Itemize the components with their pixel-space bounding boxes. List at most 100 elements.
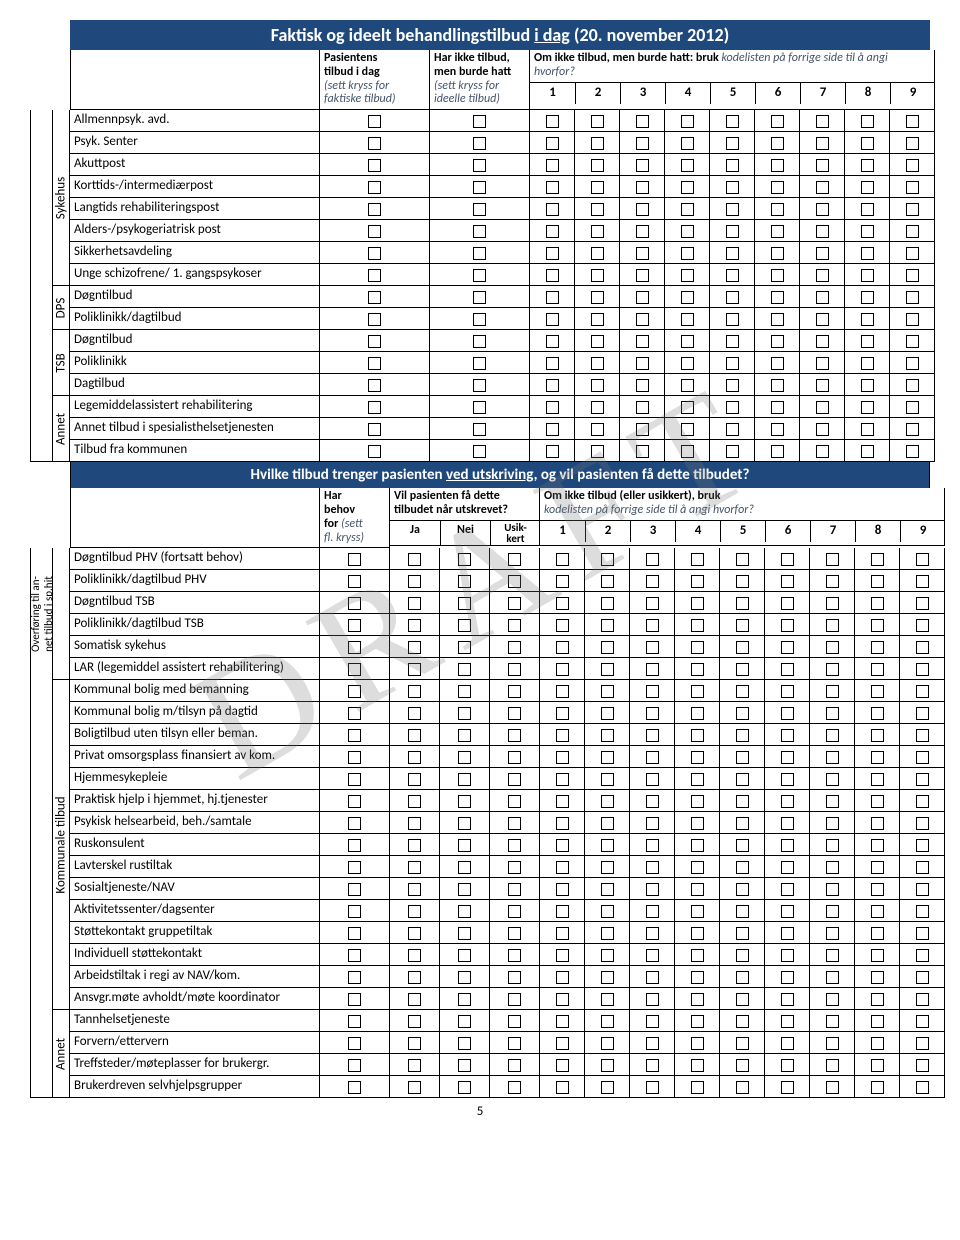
checkbox-cell[interactable] [440,944,490,966]
checkbox-cell[interactable] [845,110,890,132]
checkbox-cell[interactable] [630,746,675,768]
checkbox-cell[interactable] [585,702,630,724]
checkbox-cell[interactable] [675,1032,720,1054]
checkbox-cell[interactable] [630,570,675,592]
checkbox-cell[interactable] [900,966,945,988]
checkbox-cell[interactable] [490,922,540,944]
checkbox-cell[interactable] [810,1032,855,1054]
checkbox-cell[interactable] [800,418,845,440]
checkbox-cell[interactable] [675,592,720,614]
checkbox-cell[interactable] [390,658,440,680]
checkbox-cell[interactable] [855,790,900,812]
checkbox-cell[interactable] [540,658,585,680]
checkbox-cell[interactable] [630,768,675,790]
checkbox-cell[interactable] [765,746,810,768]
checkbox-cell[interactable] [620,110,665,132]
checkbox-cell[interactable] [810,592,855,614]
checkbox-cell[interactable] [845,330,890,352]
checkbox-cell[interactable] [890,374,935,396]
checkbox-cell[interactable] [530,352,575,374]
checkbox-cell[interactable] [800,440,845,462]
checkbox-cell[interactable] [390,702,440,724]
checkbox-cell[interactable] [630,966,675,988]
checkbox-cell[interactable] [320,418,430,440]
checkbox-cell[interactable] [430,440,530,462]
checkbox-cell[interactable] [440,636,490,658]
checkbox-cell[interactable] [890,352,935,374]
checkbox-cell[interactable] [855,878,900,900]
checkbox-cell[interactable] [755,176,800,198]
checkbox-cell[interactable] [755,418,800,440]
checkbox-cell[interactable] [490,1010,540,1032]
checkbox-cell[interactable] [800,154,845,176]
checkbox-cell[interactable] [320,592,390,614]
checkbox-cell[interactable] [765,944,810,966]
checkbox-cell[interactable] [665,176,710,198]
checkbox-cell[interactable] [900,878,945,900]
checkbox-cell[interactable] [490,834,540,856]
checkbox-cell[interactable] [720,944,765,966]
checkbox-cell[interactable] [320,922,390,944]
checkbox-cell[interactable] [440,614,490,636]
checkbox-cell[interactable] [900,658,945,680]
checkbox-cell[interactable] [710,418,755,440]
checkbox-cell[interactable] [430,176,530,198]
checkbox-cell[interactable] [765,570,810,592]
checkbox-cell[interactable] [390,746,440,768]
checkbox-cell[interactable] [440,1054,490,1076]
checkbox-cell[interactable] [675,614,720,636]
checkbox-cell[interactable] [845,220,890,242]
checkbox-cell[interactable] [320,768,390,790]
checkbox-cell[interactable] [675,746,720,768]
checkbox-cell[interactable] [800,286,845,308]
checkbox-cell[interactable] [620,176,665,198]
checkbox-cell[interactable] [620,418,665,440]
checkbox-cell[interactable] [755,132,800,154]
checkbox-cell[interactable] [720,790,765,812]
checkbox-cell[interactable] [765,614,810,636]
checkbox-cell[interactable] [810,768,855,790]
checkbox-cell[interactable] [620,242,665,264]
checkbox-cell[interactable] [620,286,665,308]
checkbox-cell[interactable] [585,614,630,636]
checkbox-cell[interactable] [900,790,945,812]
checkbox-cell[interactable] [430,396,530,418]
checkbox-cell[interactable] [530,176,575,198]
checkbox-cell[interactable] [585,834,630,856]
checkbox-cell[interactable] [530,154,575,176]
checkbox-cell[interactable] [585,1010,630,1032]
checkbox-cell[interactable] [855,900,900,922]
checkbox-cell[interactable] [320,702,390,724]
checkbox-cell[interactable] [675,548,720,570]
checkbox-cell[interactable] [585,856,630,878]
checkbox-cell[interactable] [490,1032,540,1054]
checkbox-cell[interactable] [320,812,390,834]
checkbox-cell[interactable] [490,636,540,658]
checkbox-cell[interactable] [430,264,530,286]
checkbox-cell[interactable] [765,724,810,746]
checkbox-cell[interactable] [530,220,575,242]
checkbox-cell[interactable] [720,592,765,614]
checkbox-cell[interactable] [810,746,855,768]
checkbox-cell[interactable] [490,944,540,966]
checkbox-cell[interactable] [900,944,945,966]
checkbox-cell[interactable] [490,988,540,1010]
checkbox-cell[interactable] [320,878,390,900]
checkbox-cell[interactable] [430,352,530,374]
checkbox-cell[interactable] [530,286,575,308]
checkbox-cell[interactable] [440,812,490,834]
checkbox-cell[interactable] [575,396,620,418]
checkbox-cell[interactable] [320,856,390,878]
checkbox-cell[interactable] [440,746,490,768]
checkbox-cell[interactable] [810,1054,855,1076]
checkbox-cell[interactable] [490,614,540,636]
checkbox-cell[interactable] [755,110,800,132]
checkbox-cell[interactable] [585,768,630,790]
checkbox-cell[interactable] [440,570,490,592]
checkbox-cell[interactable] [440,1076,490,1098]
checkbox-cell[interactable] [900,636,945,658]
checkbox-cell[interactable] [900,724,945,746]
checkbox-cell[interactable] [800,374,845,396]
checkbox-cell[interactable] [530,374,575,396]
checkbox-cell[interactable] [900,1032,945,1054]
